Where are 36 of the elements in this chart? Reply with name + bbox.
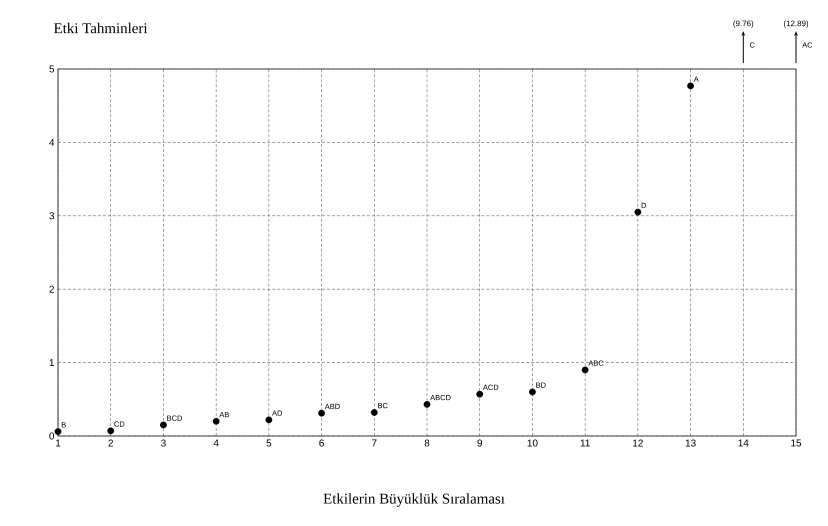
point — [160, 422, 167, 428]
y-tick-label: 1 — [50, 359, 54, 366]
x-tick-label: 15 — [791, 440, 802, 446]
y-tick-label: 3 — [49, 212, 54, 220]
x-tick-label: 1 — [56, 440, 60, 446]
x-tick-label: 4 — [214, 440, 219, 446]
x-tick-label: 7 — [372, 440, 377, 446]
point — [107, 427, 114, 434]
x-tick-label: 12 — [633, 440, 643, 446]
x-tick-label: 13 — [686, 440, 696, 447]
point — [318, 410, 325, 417]
y-tick-label: 4 — [49, 138, 54, 146]
x-tick-label: 11 — [580, 440, 590, 446]
point — [370, 409, 378, 416]
x-tick-label: 3 — [161, 440, 166, 447]
point — [265, 416, 272, 424]
x-tick-label: 8 — [424, 440, 430, 447]
point — [529, 388, 536, 396]
y-tick-label: 0 — [49, 432, 54, 440]
point — [212, 418, 220, 425]
point — [476, 390, 484, 398]
y-tick-label: 5 — [49, 66, 54, 72]
x-tick-label: 14 — [738, 440, 749, 446]
x-tick-label: 9 — [477, 440, 482, 447]
point — [424, 401, 430, 408]
point — [634, 208, 642, 216]
x-tick-label: 6 — [319, 440, 324, 447]
x-tick-label: 10 — [528, 440, 538, 447]
y-tick-label: 2 — [49, 286, 54, 293]
point — [687, 82, 694, 90]
point — [54, 428, 62, 435]
x-axis-title: Etkilerin Büyüklük Sıralaması — [324, 493, 505, 507]
point — [582, 366, 589, 374]
chart-title: Etki Tahminleri — [54, 22, 148, 34]
x-tick-label: 5 — [266, 440, 272, 446]
x-tick-label: 2 — [108, 440, 113, 446]
